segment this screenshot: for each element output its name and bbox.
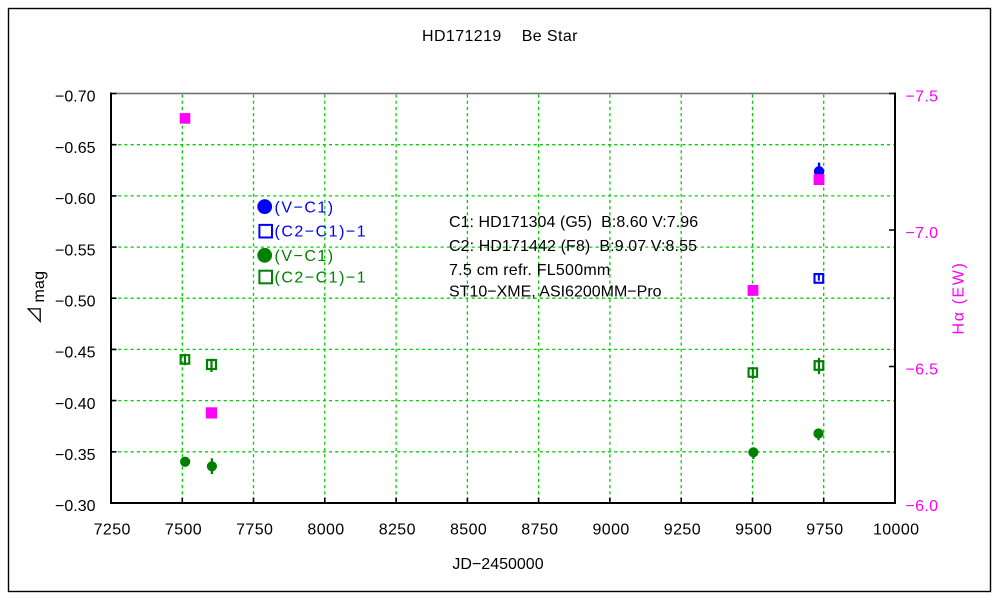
svg-text:9250: 9250 (664, 522, 701, 539)
svg-text:C1: HD171304 (G5) B:8.60 V:7.: C1: HD171304 (G5) B:8.60 V:7.96 (449, 214, 698, 231)
svg-text:−0.30: −0.30 (55, 498, 96, 515)
svg-text:7.5 cm refr. FL500mm: 7.5 cm refr. FL500mm (449, 262, 611, 279)
svg-text:−0.60: −0.60 (55, 191, 96, 208)
svg-text:Hα (EW): Hα (EW) (951, 262, 968, 335)
svg-text:(V−C1): (V−C1) (275, 199, 335, 216)
svg-text:10000: 10000 (873, 522, 920, 539)
svg-text:JD−2450000: JD−2450000 (452, 556, 543, 573)
svg-text:mag: mag (31, 271, 48, 303)
svg-text:−6.0: −6.0 (906, 498, 939, 515)
svg-text:8000: 8000 (307, 522, 344, 539)
svg-text:ST10−XME, ASI6200MM−Pro: ST10−XME, ASI6200MM−Pro (449, 284, 662, 301)
svg-text:C2: HD171442 (F8) B:9.07 V:8.: C2: HD171442 (F8) B:9.07 V:8.55 (449, 238, 697, 255)
svg-text:−0.65: −0.65 (55, 140, 96, 157)
svg-text:(V−C1): (V−C1) (275, 248, 335, 265)
svg-text:7750: 7750 (236, 522, 273, 539)
svg-text:7500: 7500 (165, 522, 202, 539)
svg-text:−0.55: −0.55 (55, 242, 96, 259)
svg-text:−0.50: −0.50 (55, 293, 96, 310)
svg-text:(C2−C1)−1: (C2−C1)−1 (275, 269, 368, 286)
svg-text:−0.70: −0.70 (55, 89, 96, 106)
svg-text:9750: 9750 (806, 522, 843, 539)
svg-text:8250: 8250 (379, 522, 416, 539)
svg-text:8500: 8500 (450, 522, 487, 539)
svg-text:−7.5: −7.5 (906, 89, 939, 106)
svg-text:(C2−C1)−1: (C2−C1)−1 (275, 224, 368, 241)
svg-text:7250: 7250 (94, 522, 131, 539)
svg-text:9000: 9000 (592, 522, 629, 539)
svg-text:−7.0: −7.0 (906, 225, 939, 242)
svg-text:9500: 9500 (735, 522, 772, 539)
svg-text:−0.45: −0.45 (55, 345, 96, 362)
svg-text:−6.5: −6.5 (906, 362, 939, 379)
svg-text:8750: 8750 (521, 522, 558, 539)
svg-text:−0.35: −0.35 (55, 447, 96, 464)
svg-text:−0.40: −0.40 (55, 396, 96, 413)
